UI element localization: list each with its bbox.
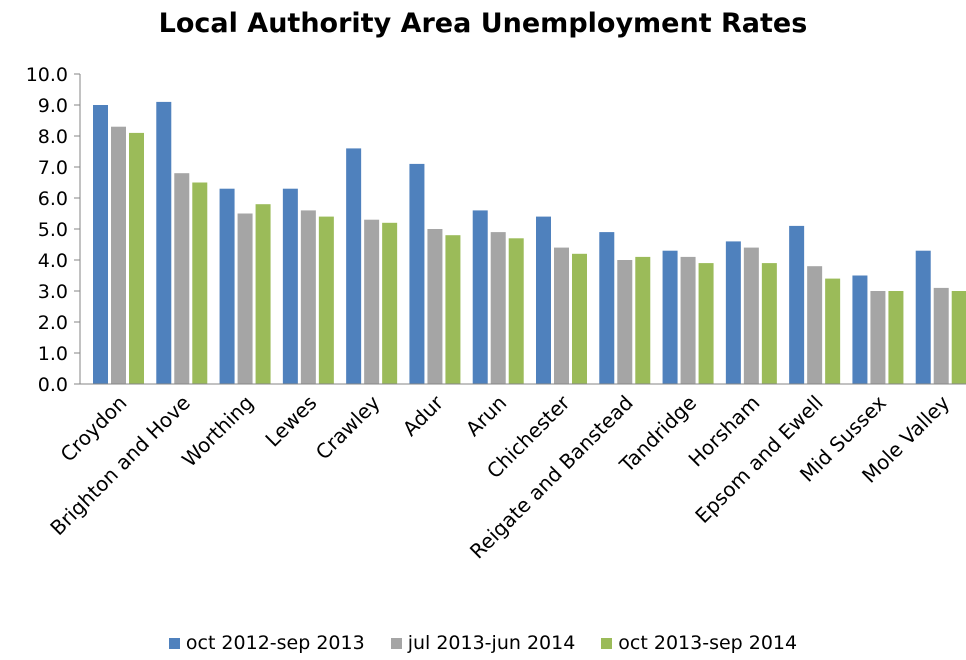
y-tick-label: 1.0 (38, 343, 68, 365)
bar (554, 247, 569, 384)
legend-label: oct 2013-sep 2014 (618, 632, 798, 654)
legend-item: jul 2013-jun 2014 (390, 632, 576, 654)
bar (192, 182, 208, 384)
x-tick-label: Crawley (311, 390, 385, 464)
bar (382, 222, 398, 384)
y-axis: 0.0 1.0 2.0 3.0 4.0 5.0 6.0 7.0 8.0 9.0 10.0 (26, 64, 81, 396)
bar (219, 188, 235, 384)
bar (680, 256, 696, 384)
bar (852, 275, 868, 384)
y-tick-label: 4.0 (38, 250, 68, 272)
bar (156, 101, 172, 385)
bar (635, 256, 651, 384)
bar (129, 132, 144, 384)
bar (888, 291, 904, 384)
legend-swatch (601, 637, 613, 649)
bar (617, 260, 633, 384)
legend-swatch (168, 637, 180, 649)
bars (93, 101, 966, 385)
bar (933, 287, 949, 384)
bar (825, 278, 841, 384)
bar (174, 173, 190, 384)
bar (536, 216, 551, 384)
x-tick-label: Adur (398, 390, 449, 441)
bar (364, 219, 380, 384)
bar (662, 250, 678, 384)
x-tick-label: Lewes (260, 391, 321, 452)
y-tick-label: 6.0 (38, 188, 68, 210)
y-tick-label: 8.0 (38, 126, 68, 148)
bar (725, 241, 741, 384)
x-tick-label: Arun (461, 391, 511, 441)
y-tick-label: 9.0 (38, 95, 68, 117)
bar (237, 213, 253, 384)
chart-title: Local Authority Area Unemployment Rates (158, 8, 808, 39)
bar (282, 188, 298, 384)
bar (870, 291, 886, 384)
y-tick-label: 10.0 (26, 64, 68, 86)
bar (572, 253, 587, 384)
bar-chart: 0.0 1.0 2.0 3.0 4.0 5.0 6.0 7.0 8.0 9.0 10.0 Croyd… (26, 64, 966, 563)
bar (318, 216, 334, 384)
bar (951, 291, 966, 384)
bar (915, 250, 931, 384)
bar (472, 210, 488, 384)
y-tick-label: 5.0 (38, 219, 68, 241)
legend-item: oct 2013-sep 2014 (601, 632, 797, 654)
bar (490, 232, 506, 384)
legend: oct 2012-sep 2013 jul 2013-jun 2014 oct … (0, 632, 966, 654)
bar (599, 232, 615, 384)
bar (255, 204, 271, 384)
bar (300, 210, 316, 384)
y-tick-label: 7.0 (38, 157, 68, 179)
bar (111, 126, 126, 384)
bar (427, 229, 443, 384)
legend-label: oct 2012-sep 2013 (185, 632, 365, 654)
bar (445, 235, 461, 384)
bar (807, 266, 823, 384)
bar (698, 263, 714, 384)
bar (508, 238, 524, 384)
y-tick-label: 0.0 (38, 374, 68, 396)
y-tick-label: 2.0 (38, 312, 68, 334)
legend-item: oct 2012-sep 2013 (168, 632, 365, 654)
bar (789, 225, 805, 384)
bar (346, 148, 362, 384)
bar (761, 263, 777, 384)
bar (93, 105, 108, 384)
legend-label: jul 2013-jun 2014 (407, 632, 576, 654)
bar (409, 163, 425, 384)
bar (743, 247, 759, 384)
y-tick-label: 3.0 (38, 281, 68, 303)
legend-swatch (390, 637, 402, 649)
